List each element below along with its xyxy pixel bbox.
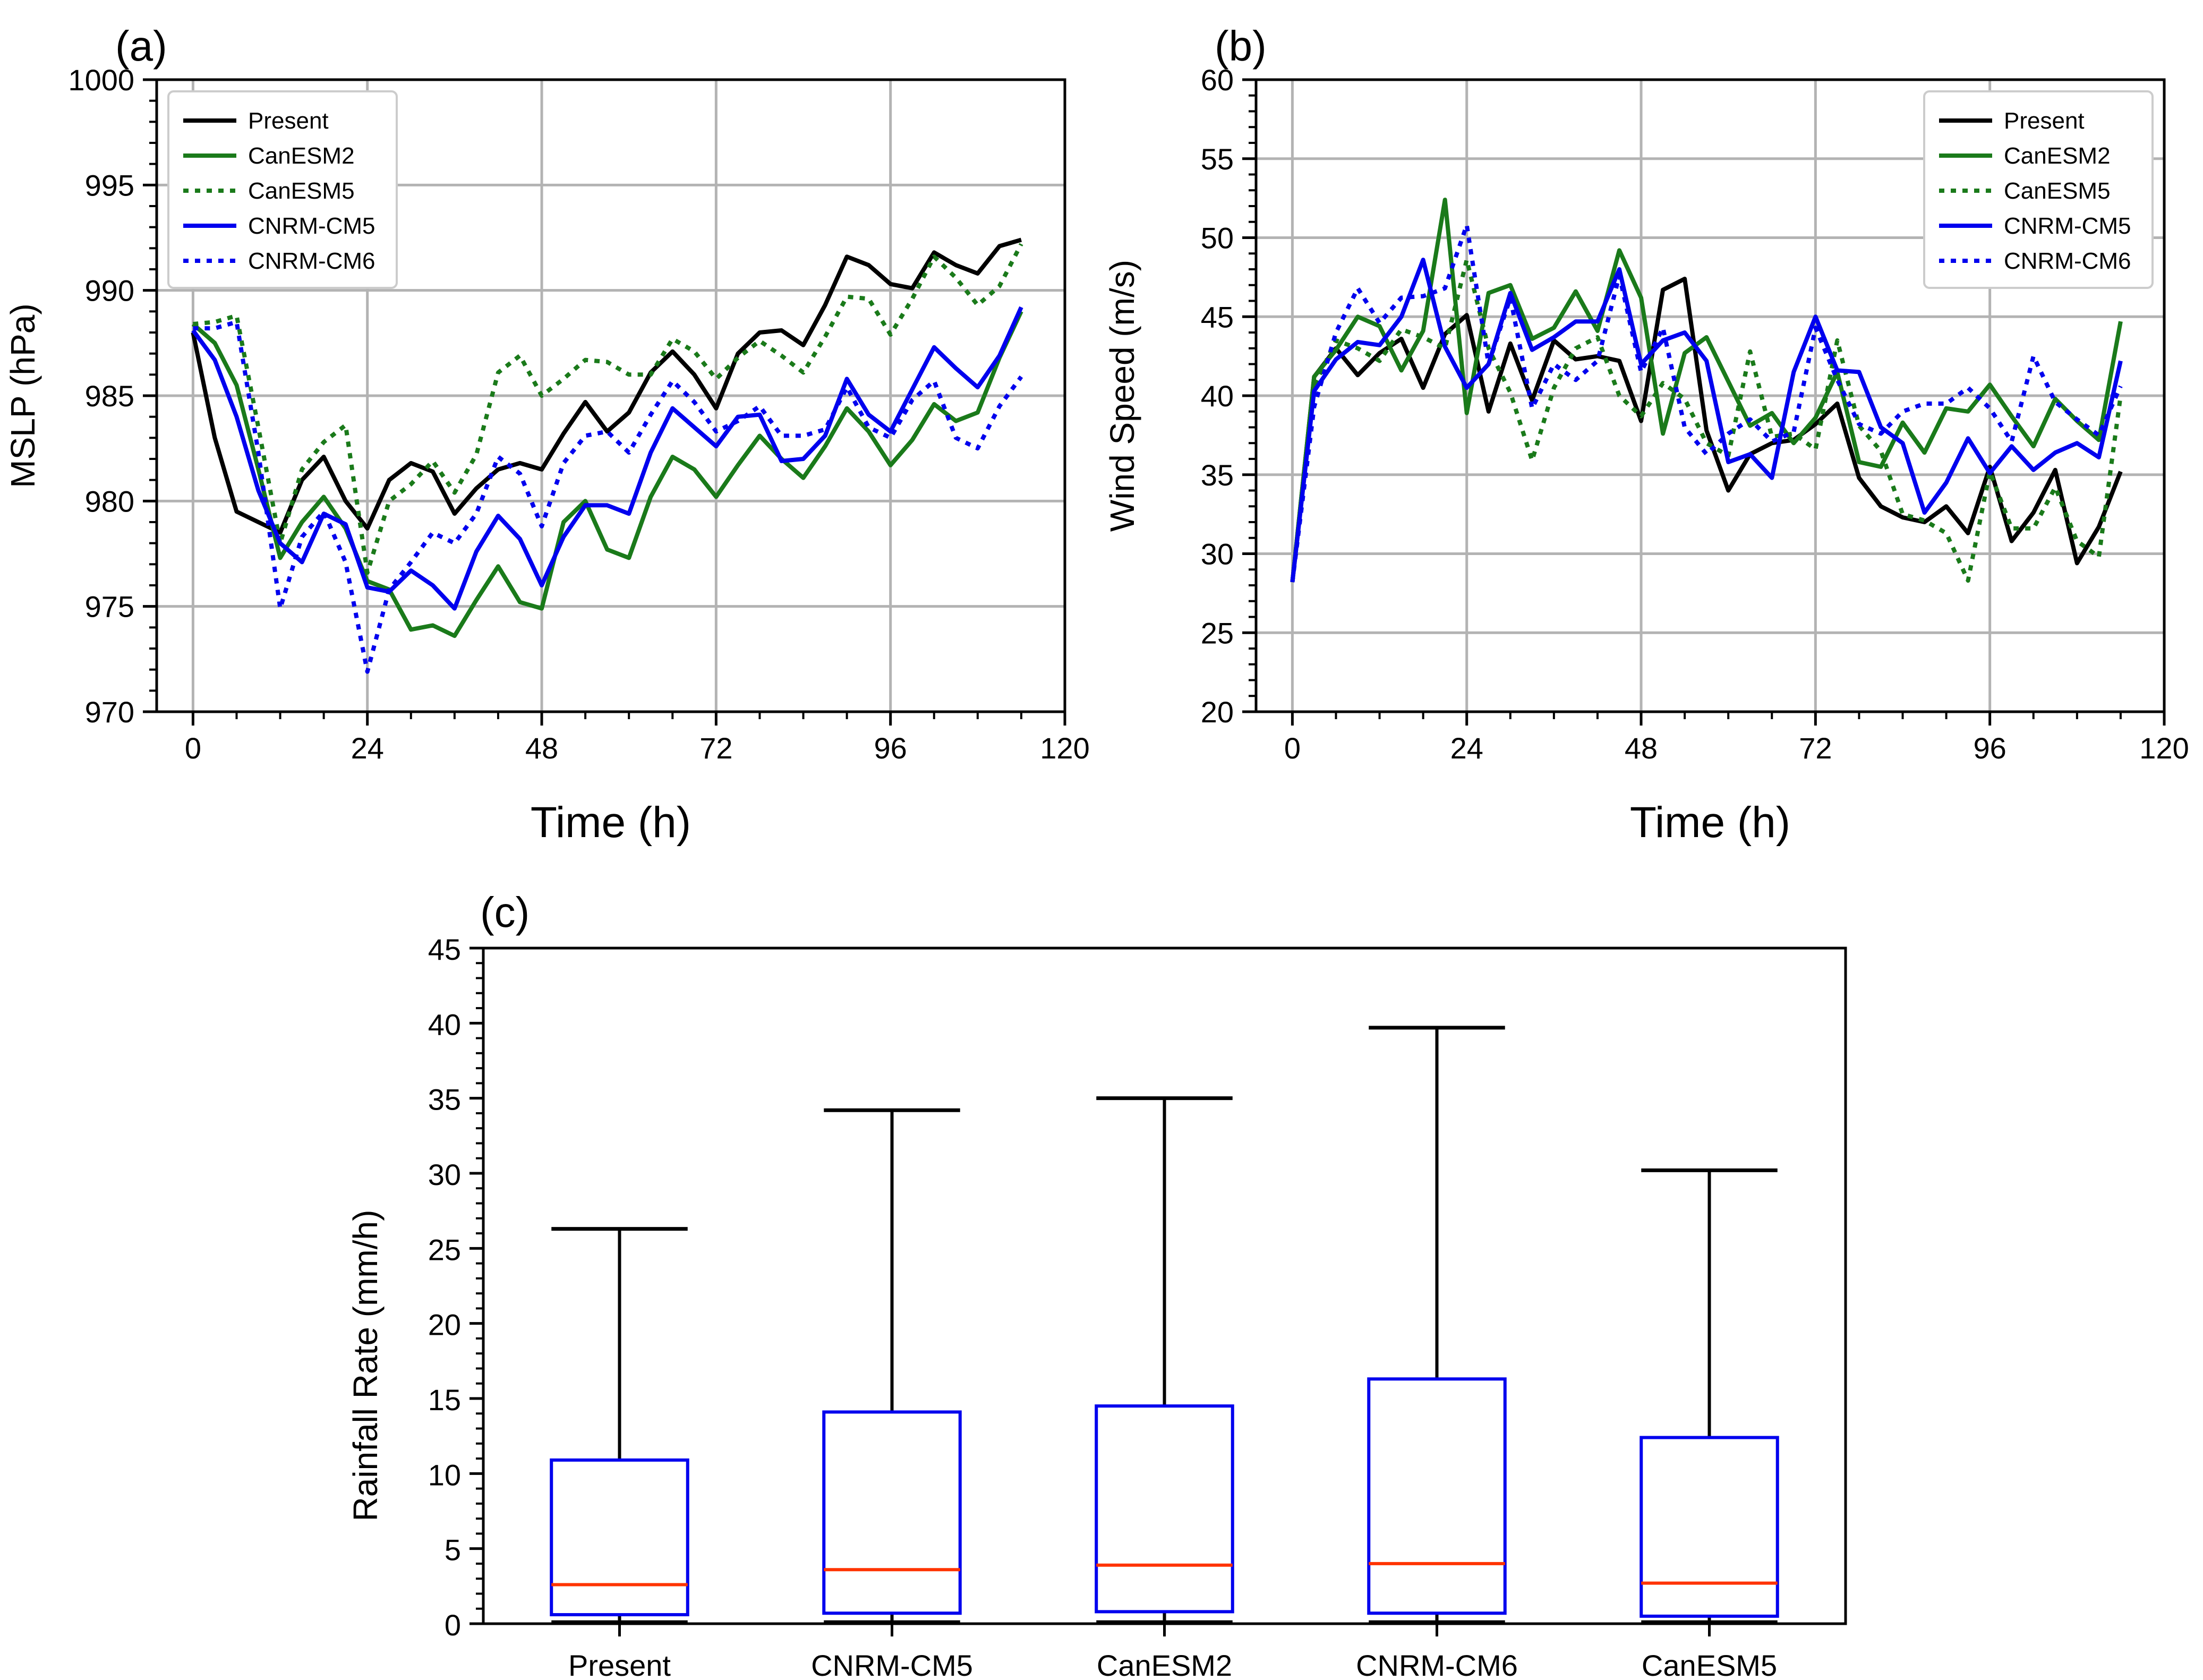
series-line-cnrm-cm5 — [1290, 258, 2123, 583]
x-tick-label: 72 — [699, 731, 732, 765]
x-tick-label: 96 — [1974, 731, 2006, 765]
panel-label: (c) — [480, 889, 530, 936]
y-tick-label: 30 — [1201, 538, 1234, 571]
box-cnrm-cm5 — [822, 1108, 962, 1624]
legend-label-present: Present — [248, 108, 329, 134]
series-line-canesm5 — [193, 243, 1023, 575]
y-tick-label: 25 — [1201, 616, 1234, 650]
y-tick-label: 15 — [428, 1383, 461, 1417]
series-line-canesm2 — [191, 310, 1023, 638]
y-tick-label: 1000 — [68, 63, 134, 97]
legend-label-cnrm-cm5: CNRM-CM5 — [248, 213, 375, 239]
x-tick-label-canesm2: CanESM2 — [1097, 1649, 1232, 1680]
x-tick-label-present: Present — [568, 1649, 671, 1680]
box-iqr — [1640, 1436, 1779, 1618]
y-tick-label: 40 — [1201, 379, 1234, 413]
legend-label-canesm2: CanESM2 — [2004, 143, 2111, 169]
legend-label-cnrm-cm6: CNRM-CM6 — [248, 248, 375, 274]
y-tick-label: 35 — [1201, 458, 1234, 492]
y-tick-label: 975 — [85, 590, 134, 624]
y-tick-label: 0 — [445, 1608, 461, 1642]
box-iqr — [550, 1458, 689, 1617]
y-axis-title: Wind Speed (m/s) — [1103, 260, 1141, 532]
legend-label-canesm5: CanESM5 — [248, 178, 355, 204]
y-axis-title: Rainfall Rate (mm/h) — [346, 1210, 385, 1522]
legend-box — [167, 90, 398, 289]
x-tick-label: 96 — [874, 731, 907, 765]
panel-c-rainfall-boxplot: Present CNRM-CM5 CanESM2 CNRM-CM6 CanESM5 0 5 1… — [346, 889, 1847, 1680]
x-tick-label-canesm5: CanESM5 — [1642, 1649, 1777, 1680]
legend-label-present: Present — [2004, 108, 2085, 134]
y-tick-label: 60 — [1201, 63, 1234, 97]
y-axis-title: MSLP (hPa) — [4, 303, 42, 488]
y-tick-label: 45 — [428, 933, 461, 966]
x-tick-label: 48 — [1625, 731, 1658, 765]
series-line-canesm5 — [1290, 258, 2123, 583]
series-line-cnrm-cm6 — [193, 320, 1023, 674]
legend: Present CanESM2 CanESM5 CNRM-CM5 CNRM-CM6 — [1923, 90, 2154, 289]
y-tick-label: 25 — [428, 1233, 461, 1266]
x-tick-label: 24 — [1450, 731, 1483, 765]
legend-label-cnrm-cm6: CNRM-CM6 — [2004, 248, 2131, 274]
y-tick-label: 35 — [428, 1083, 461, 1116]
panel-label: (b) — [1215, 22, 1267, 70]
box-canesm2 — [1095, 1096, 1234, 1624]
box-canesm5 — [1640, 1168, 1779, 1624]
x-axis-title: Time (h) — [1630, 798, 1790, 847]
y-tick-label: 50 — [1201, 221, 1234, 255]
legend-label-canesm5: CanESM5 — [2004, 178, 2111, 204]
legend: Present CanESM2 CanESM5 CNRM-CM5 CNRM-CM6 — [167, 90, 398, 289]
box-cnrm-cm6 — [1367, 1026, 1507, 1624]
x-tick-label: 48 — [525, 731, 558, 765]
x-tick-label: 0 — [185, 731, 201, 765]
box-iqr — [822, 1410, 962, 1615]
y-tick-label: 20 — [428, 1308, 461, 1342]
x-tick-label: 120 — [1040, 731, 1089, 765]
box-present — [550, 1227, 689, 1624]
box-iqr — [1367, 1377, 1507, 1615]
y-tick-label: 990 — [85, 274, 134, 308]
legend-label-cnrm-cm5: CNRM-CM5 — [2004, 213, 2131, 239]
y-tick-label: 995 — [85, 168, 134, 202]
y-tick-label: 20 — [1201, 695, 1234, 729]
y-tick-label: 10 — [428, 1458, 461, 1491]
panel-b-wind-speed-chart: 0 24 48 72 96 120 20 25 30 35 40 45 50 55 60(b) Time (h… — [1103, 22, 2189, 847]
panel-a-mslp-chart: 0 24 48 72 96 120 970 975 980 985 990 995 1000(a) Tim… — [4, 22, 1090, 847]
legend-label-canesm2: CanESM2 — [248, 143, 355, 169]
panel-label: (a) — [115, 22, 167, 70]
x-tick-label: 24 — [351, 731, 384, 765]
box-iqr — [1095, 1404, 1234, 1614]
x-tick-label: 72 — [1799, 731, 1832, 765]
y-tick-label: 970 — [85, 695, 134, 729]
series-line-present — [191, 237, 1022, 535]
x-tick-label-cnrm-cm6: CNRM-CM6 — [1356, 1649, 1518, 1680]
series-line-present — [1290, 276, 2123, 583]
series-line-cnrm-cm5 — [191, 306, 1023, 611]
y-tick-label: 40 — [428, 1008, 461, 1041]
y-tick-label: 980 — [85, 484, 134, 518]
x-axis-title: Time (h) — [531, 798, 691, 847]
legend-box — [1923, 90, 2154, 289]
x-tick-label-cnrm-cm5: CNRM-CM5 — [811, 1649, 973, 1680]
y-tick-label: 5 — [445, 1533, 461, 1567]
y-tick-label: 30 — [428, 1158, 461, 1191]
y-tick-label: 985 — [85, 379, 134, 413]
y-tick-label: 45 — [1201, 300, 1234, 334]
x-tick-label: 0 — [1284, 731, 1301, 765]
x-tick-label: 120 — [2139, 731, 2189, 765]
y-tick-label: 55 — [1201, 142, 1234, 176]
